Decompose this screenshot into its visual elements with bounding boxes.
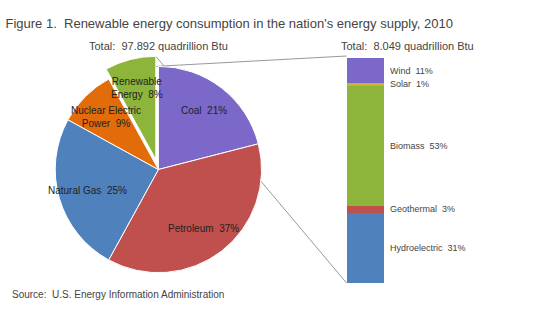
- svg-text:Source: U.S. Energy Informati: Source: U.S. Energy Information Administ…: [12, 289, 224, 300]
- svg-text:Geothermal 3%: Geothermal 3%: [390, 204, 455, 214]
- svg-text:Nuclear ElectricPower 9%: Nuclear ElectricPower 9%: [71, 105, 141, 129]
- svg-text:Solar 1%: Solar 1%: [390, 79, 429, 89]
- svg-text:Biomass 53%: Biomass 53%: [390, 141, 448, 151]
- svg-text:Total: 8.049 quadrillion Btu: Total: 8.049 quadrillion Btu: [341, 40, 474, 52]
- svg-text:Total: 97.892 quadrillion Btu: Total: 97.892 quadrillion Btu: [89, 40, 228, 52]
- svg-text:RenewableEnergy 8%: RenewableEnergy 8%: [111, 76, 163, 100]
- svg-text:Petroleum 37%: Petroleum 37%: [168, 223, 239, 234]
- svg-text:Natural Gas 25%: Natural Gas 25%: [48, 185, 127, 196]
- svg-text:Hydroelectric 31%: Hydroelectric 31%: [390, 243, 466, 253]
- svg-text:Figure 1. Renewable energy co: Figure 1. Renewable energy consumption i…: [6, 16, 453, 31]
- svg-text:Coal 21%: Coal 21%: [181, 105, 227, 116]
- svg-text:Wind 11%: Wind 11%: [390, 66, 433, 76]
